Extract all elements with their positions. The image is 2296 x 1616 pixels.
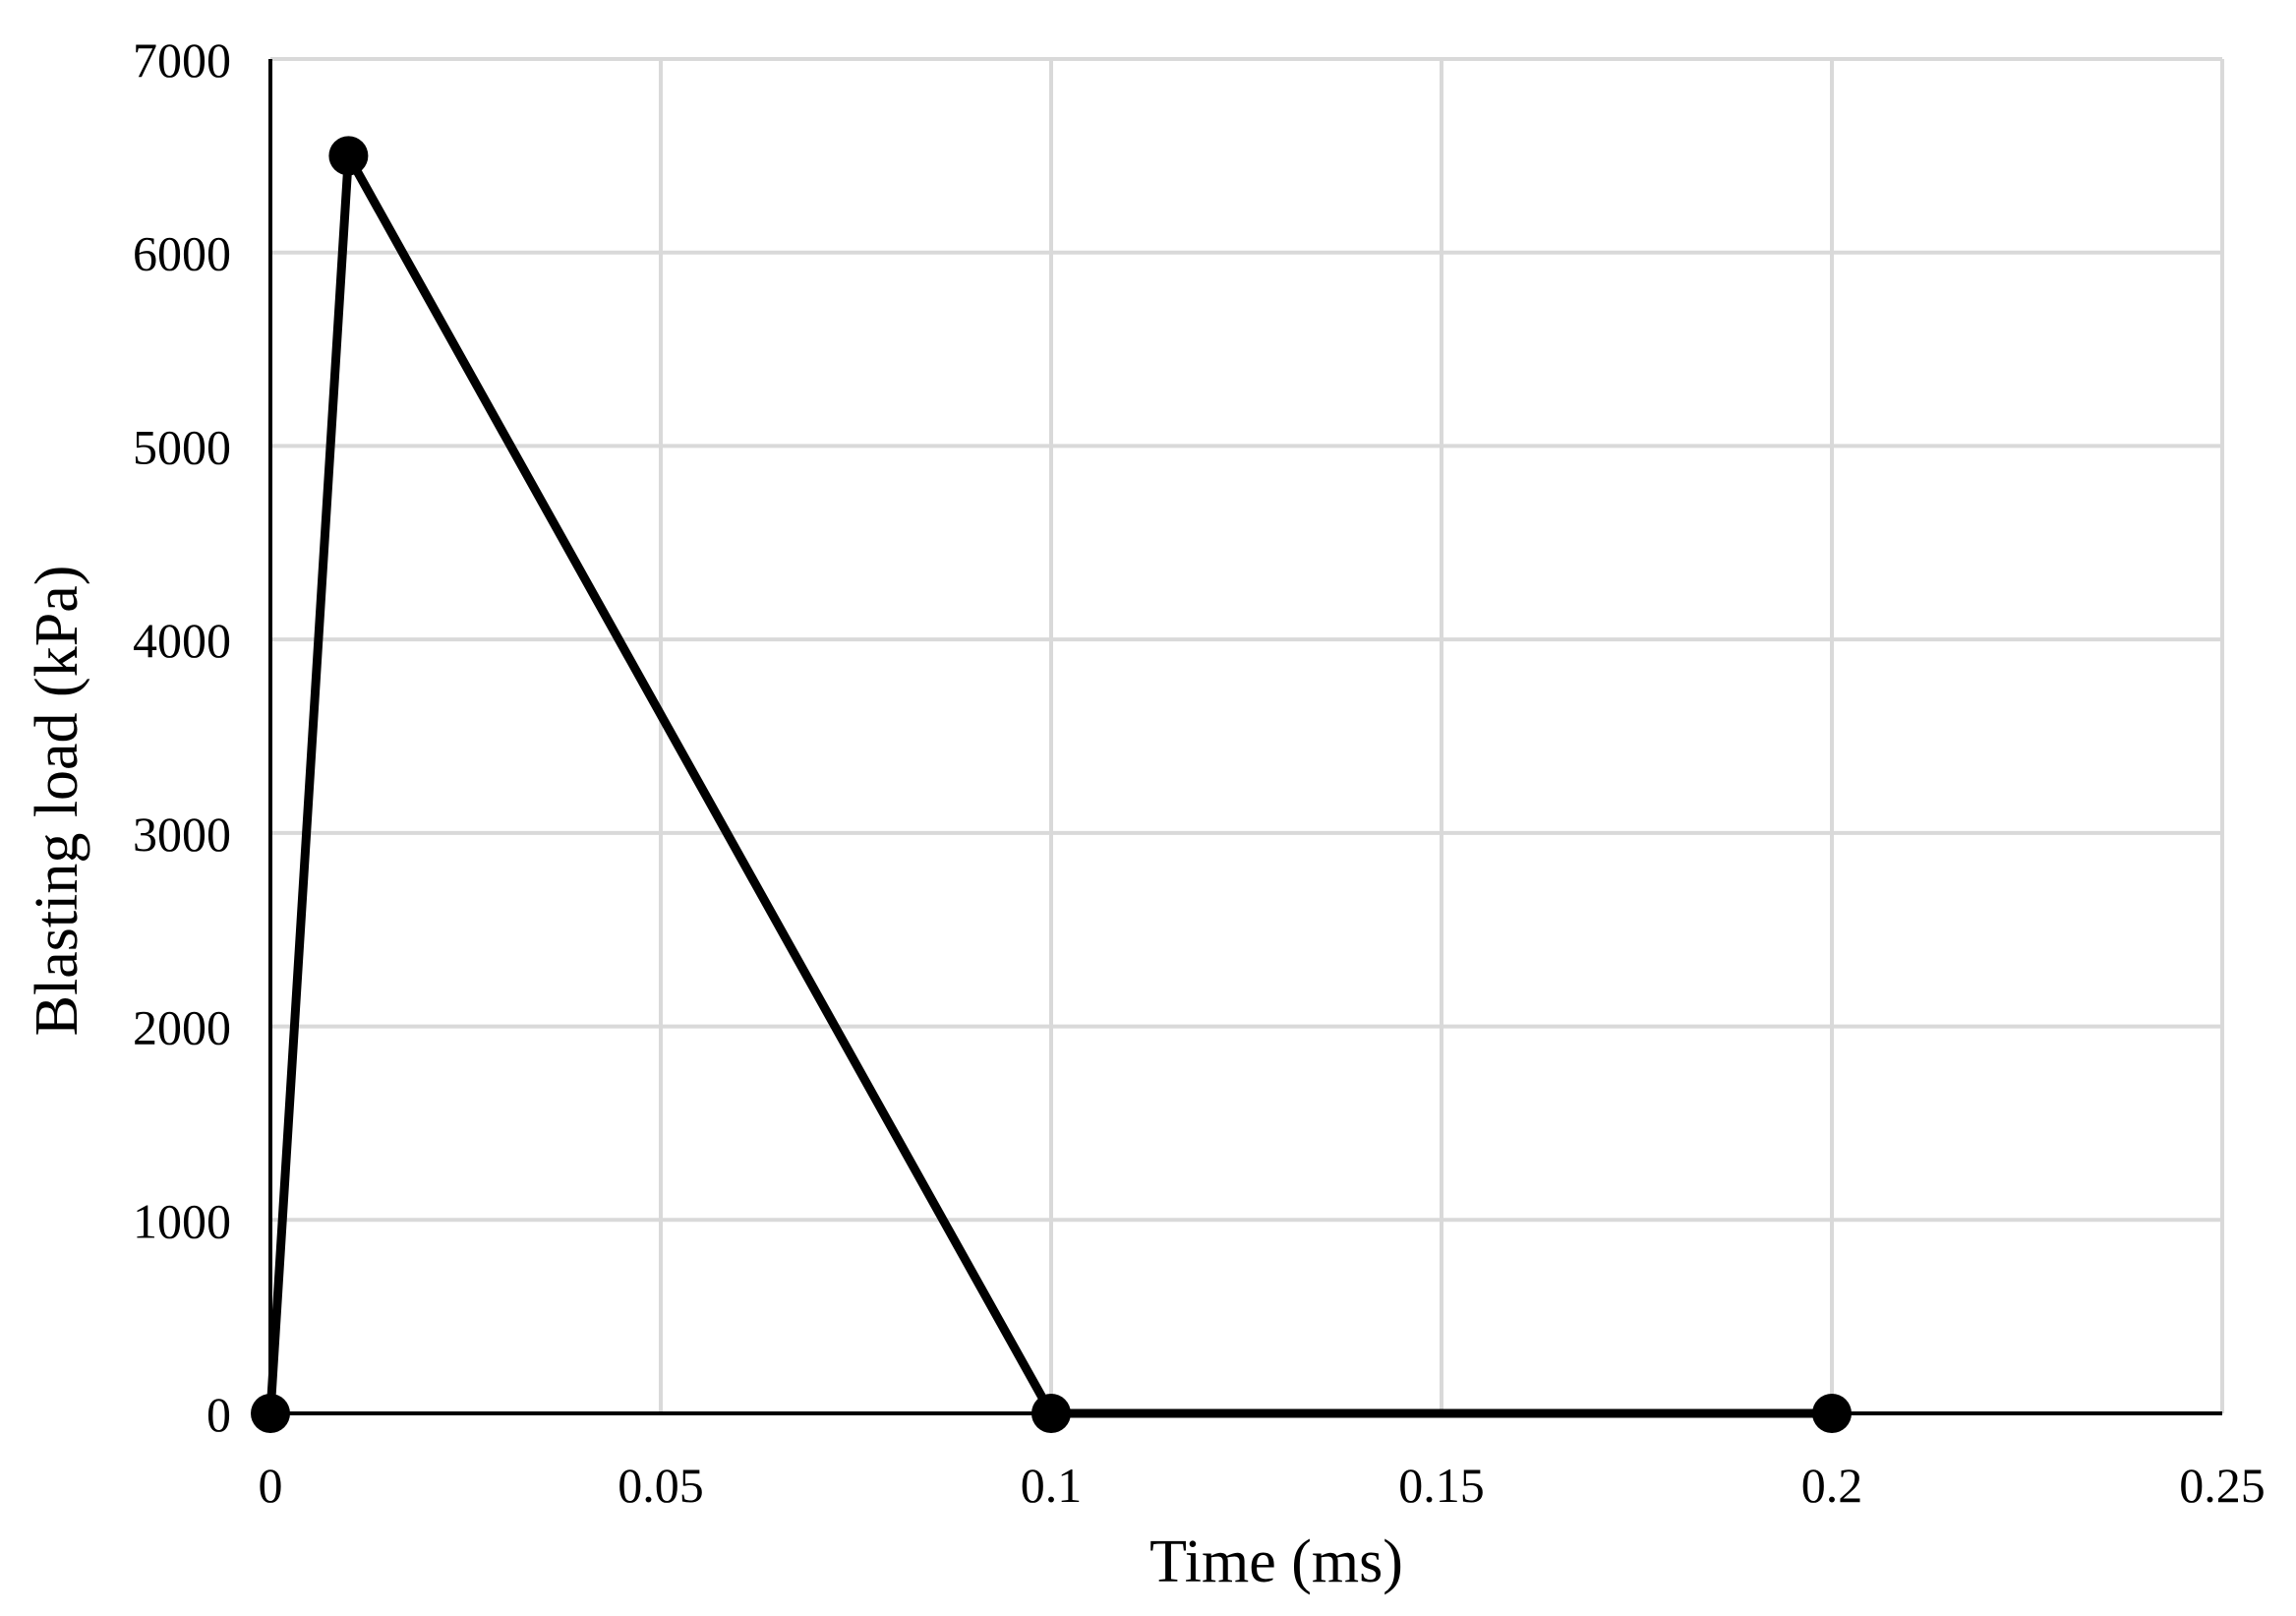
- x-tick-label: 0.05: [618, 1458, 704, 1513]
- y-tick-label: 2000: [133, 1000, 231, 1055]
- x-tick-label: 0.25: [2179, 1458, 2266, 1513]
- x-tick-label: 0.15: [1398, 1458, 1485, 1513]
- axes: [268, 59, 2222, 1415]
- y-tick-label: 7000: [133, 32, 231, 88]
- x-tick-label: 0.2: [1801, 1458, 1863, 1513]
- data-point: [1031, 1394, 1071, 1433]
- y-tick-label: 3000: [133, 807, 231, 862]
- y-tick-label: 5000: [133, 419, 231, 474]
- x-tick-label: 0.1: [1021, 1458, 1083, 1513]
- y-axis-title: Blasting load (kPa): [24, 566, 90, 1037]
- tick-labels: 0 0.05 0.1 0.15 0.2 0.25 0 1000 2000 3000 4000 5000…: [133, 32, 2266, 1513]
- data-point: [1812, 1394, 1852, 1433]
- series: [251, 136, 1852, 1433]
- y-tick-label: 1000: [133, 1193, 231, 1248]
- data-point: [251, 1394, 290, 1433]
- series-line: [265, 150, 1832, 1418]
- y-tick-label: 0: [206, 1387, 231, 1442]
- gridlines: [270, 57, 2224, 1413]
- x-tick-label: 0: [259, 1458, 283, 1513]
- x-axis-title: Time (ms): [1149, 1528, 1403, 1595]
- y-tick-label: 4000: [133, 613, 231, 668]
- y-tick-label: 6000: [133, 226, 231, 281]
- data-point: [328, 136, 369, 176]
